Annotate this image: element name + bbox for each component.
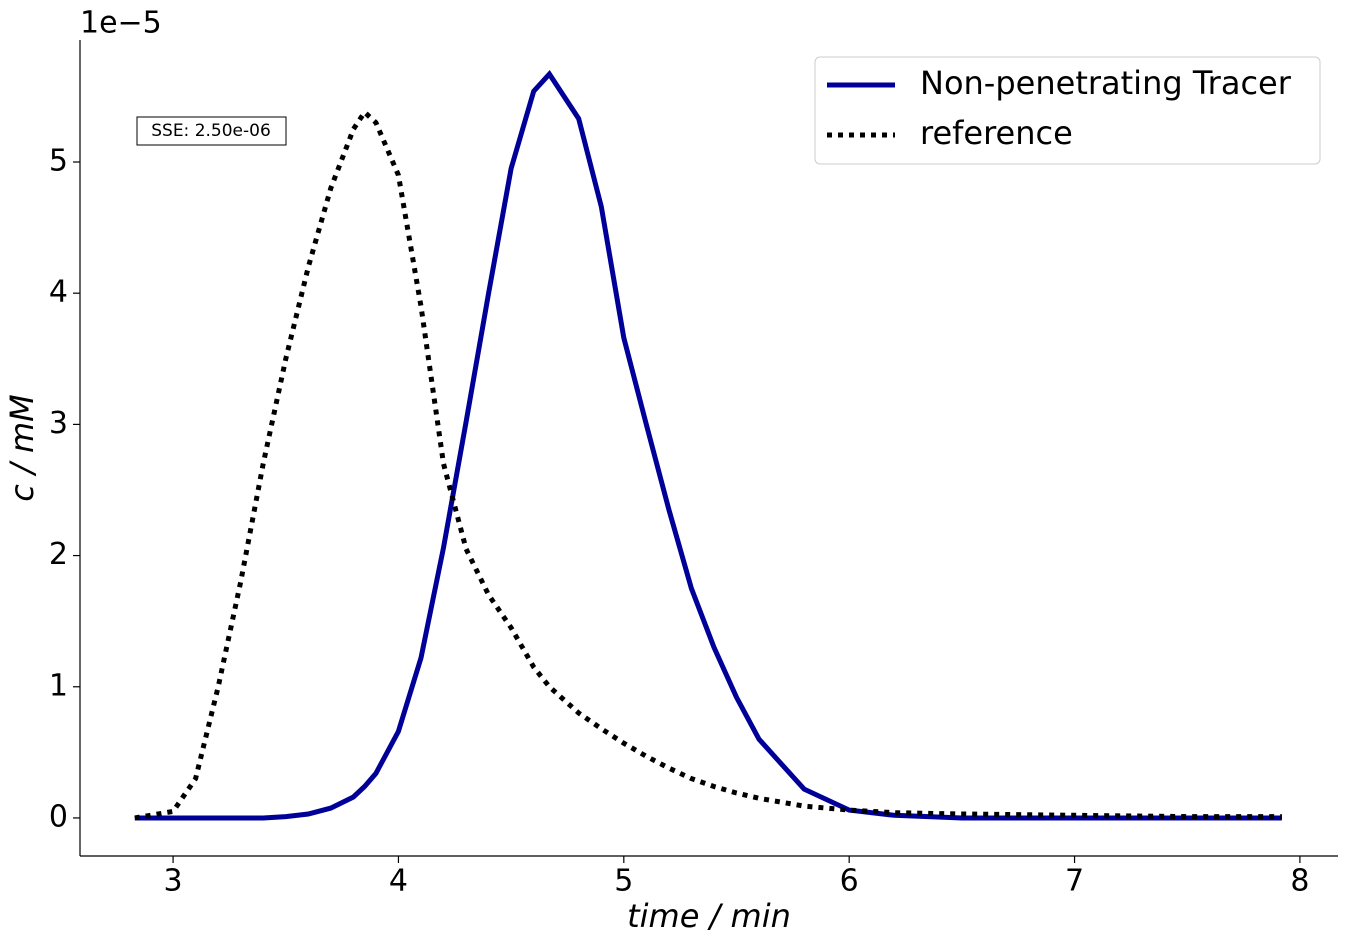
- x-tick-label: 3: [164, 864, 183, 899]
- line-series: [134, 108, 1282, 821]
- legend-entries: Non-penetrating Tracer reference: [827, 64, 1292, 152]
- y-tick-label: 5: [49, 144, 68, 179]
- line-series: [134, 70, 1282, 821]
- annotation: SSE: 2.50e-06: [151, 121, 271, 141]
- legend: [814, 56, 1321, 165]
- y-tick-label: 1: [49, 668, 68, 703]
- plot-area: [134, 70, 1282, 821]
- y-tick-label: 0: [49, 799, 68, 834]
- x-tick-label: 4: [389, 864, 408, 899]
- legend-label: Non-penetrating Tracer: [920, 64, 1292, 102]
- y-offset-label: 1e−5: [80, 6, 162, 41]
- annotation-box: [136, 116, 287, 146]
- y-tick-label: 3: [49, 406, 68, 441]
- x-tick-label: 6: [840, 864, 859, 899]
- x-axis-label: time / min: [627, 897, 791, 935]
- x-tick-label: 8: [1290, 864, 1309, 899]
- legend-label: reference: [920, 114, 1073, 152]
- x-tick-label: 5: [614, 864, 633, 899]
- y-tick-label: 2: [49, 537, 68, 572]
- y-axis-label: c / mM: [3, 394, 41, 502]
- x-tick-label: 7: [1065, 864, 1084, 899]
- y-tick-label: 4: [49, 275, 68, 310]
